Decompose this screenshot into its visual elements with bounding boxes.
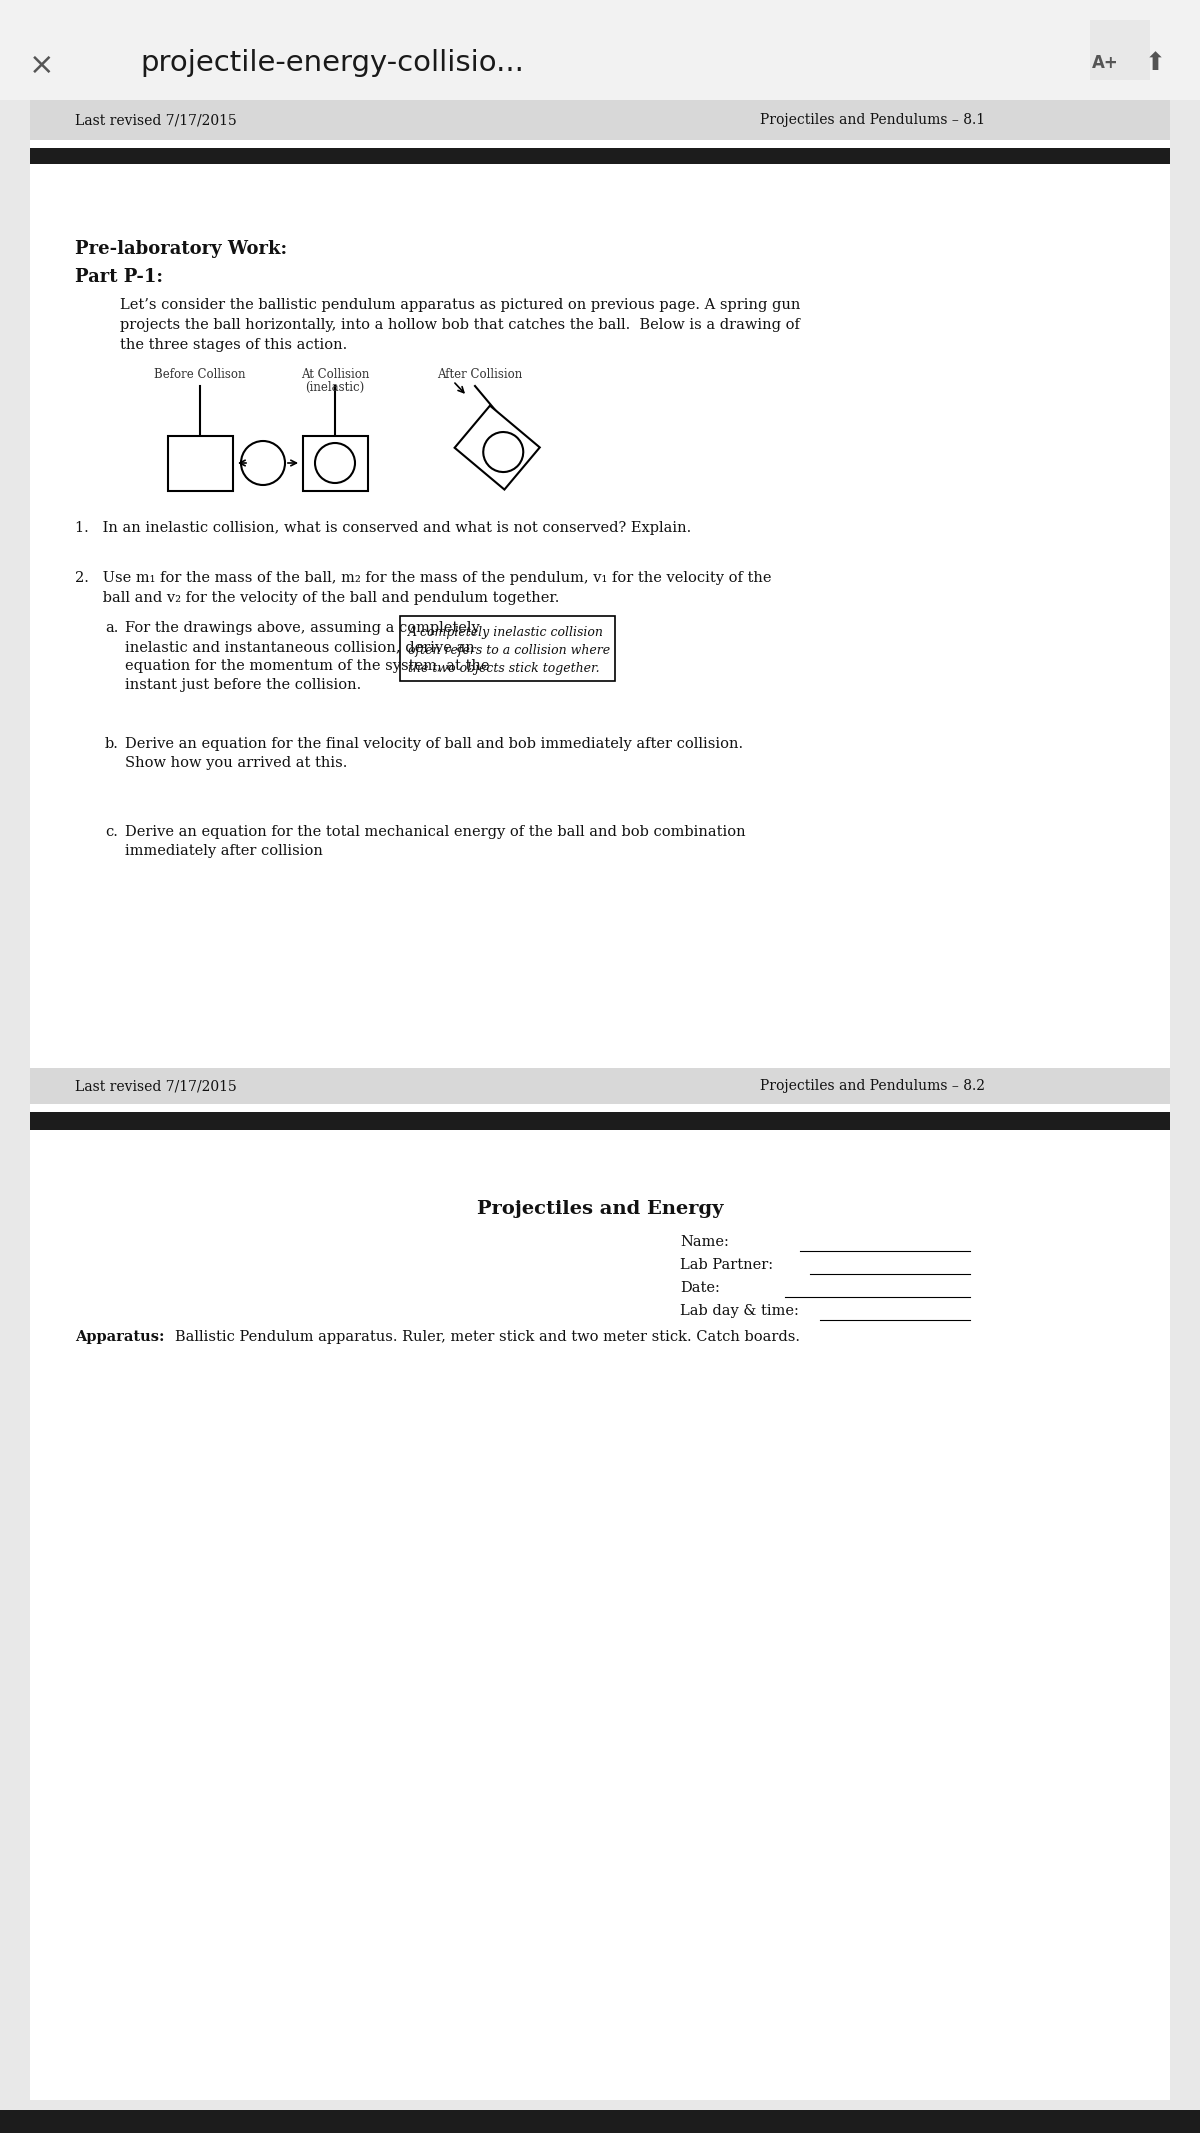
Text: Projectiles and Energy: Projectiles and Energy [476, 1201, 724, 1218]
Text: Date:: Date: [680, 1282, 720, 1295]
Text: Last revised 7/17/2015: Last revised 7/17/2015 [74, 113, 236, 128]
Text: immediately after collision: immediately after collision [125, 845, 323, 857]
Text: Part P-1:: Part P-1: [74, 269, 163, 286]
Text: Before Collison: Before Collison [155, 369, 246, 382]
Text: A+: A+ [1092, 53, 1118, 73]
Circle shape [484, 433, 523, 471]
Bar [30, 1111, 1170, 1130]
Text: For the drawings above, assuming a completely: For the drawings above, assuming a compl… [125, 621, 480, 636]
Text: 1.   In an inelastic collision, what is conserved and what is not conserved? Exp: 1. In an inelastic collision, what is co… [74, 520, 691, 535]
Text: Ballistic Pendulum apparatus. Ruler, meter stick and two meter stick. Catch boar: Ballistic Pendulum apparatus. Ruler, met… [175, 1331, 800, 1344]
Text: Name:: Name: [680, 1235, 728, 1250]
Bar [30, 141, 1170, 147]
Bar [30, 1069, 1170, 1105]
Text: Derive an equation for the final velocity of ball and bob immediately after coll: Derive an equation for the final velocit… [125, 738, 743, 751]
Text: Projectiles and Pendulums – 8.1: Projectiles and Pendulums – 8.1 [760, 113, 985, 128]
Text: (inelastic): (inelastic) [305, 382, 365, 395]
Text: Show how you arrived at this.: Show how you arrived at this. [125, 755, 347, 770]
Text: At Collision: At Collision [301, 369, 370, 382]
Bar [30, 147, 1170, 164]
Bar [302, 435, 368, 491]
Text: A completely inelastic collision: A completely inelastic collision [408, 625, 604, 640]
Text: 2.   Use m₁ for the mass of the ball, m₂ for the mass of the pendulum, v₁ for th: 2. Use m₁ for the mass of the ball, m₂ f… [74, 572, 772, 584]
Bar [30, 164, 1170, 1105]
Bar [30, 1130, 1170, 2101]
Circle shape [314, 444, 355, 482]
Text: instant just before the collision.: instant just before the collision. [125, 678, 361, 691]
Text: projects the ball horizontally, into a hollow bob that catches the ball.  Below : projects the ball horizontally, into a h… [120, 318, 800, 333]
Text: Apparatus:: Apparatus: [74, 1331, 164, 1344]
Bar [400, 616, 616, 680]
Text: Derive an equation for the total mechanical energy of the ball and bob combinati: Derive an equation for the total mechani… [125, 825, 745, 838]
Text: Lab Partner:: Lab Partner: [680, 1258, 773, 1271]
Circle shape [241, 442, 286, 484]
Text: b.: b. [106, 738, 119, 751]
Bar [0, 2110, 1200, 2133]
Text: ×: × [29, 51, 55, 79]
Text: inelastic and instantaneous collision, derive an: inelastic and instantaneous collision, d… [125, 640, 475, 655]
Text: Last revised 7/17/2015: Last revised 7/17/2015 [74, 1079, 236, 1092]
Text: ⬆: ⬆ [1145, 51, 1165, 75]
Text: Projectiles and Pendulums – 8.2: Projectiles and Pendulums – 8.2 [760, 1079, 985, 1092]
Text: c.: c. [106, 825, 118, 838]
Text: Pre-laboratory Work:: Pre-laboratory Work: [74, 241, 287, 258]
Text: Let’s consider the ballistic pendulum apparatus as pictured on previous page. A : Let’s consider the ballistic pendulum ap… [120, 299, 800, 311]
Text: a.: a. [106, 621, 119, 636]
Text: ball and v₂ for the velocity of the ball and pendulum together.: ball and v₂ for the velocity of the ball… [74, 591, 559, 606]
Text: often refers to a collision where: often refers to a collision where [408, 644, 610, 657]
Bar [30, 1105, 1170, 1111]
Bar [0, 0, 1200, 100]
Text: the three stages of this action.: the three stages of this action. [120, 337, 347, 352]
Bar [168, 435, 233, 491]
Text: Lab day & time:: Lab day & time: [680, 1303, 799, 1318]
Text: the two objects stick together.: the two objects stick together. [408, 661, 600, 674]
Text: After Collision: After Collision [437, 369, 523, 382]
Text: equation for the momentum of the system, at the: equation for the momentum of the system,… [125, 659, 490, 674]
Bar [30, 100, 1170, 141]
Text: projectile-energy-collisio...: projectile-energy-collisio... [140, 49, 524, 77]
Bar [1090, 19, 1150, 81]
Bar [455, 405, 540, 491]
